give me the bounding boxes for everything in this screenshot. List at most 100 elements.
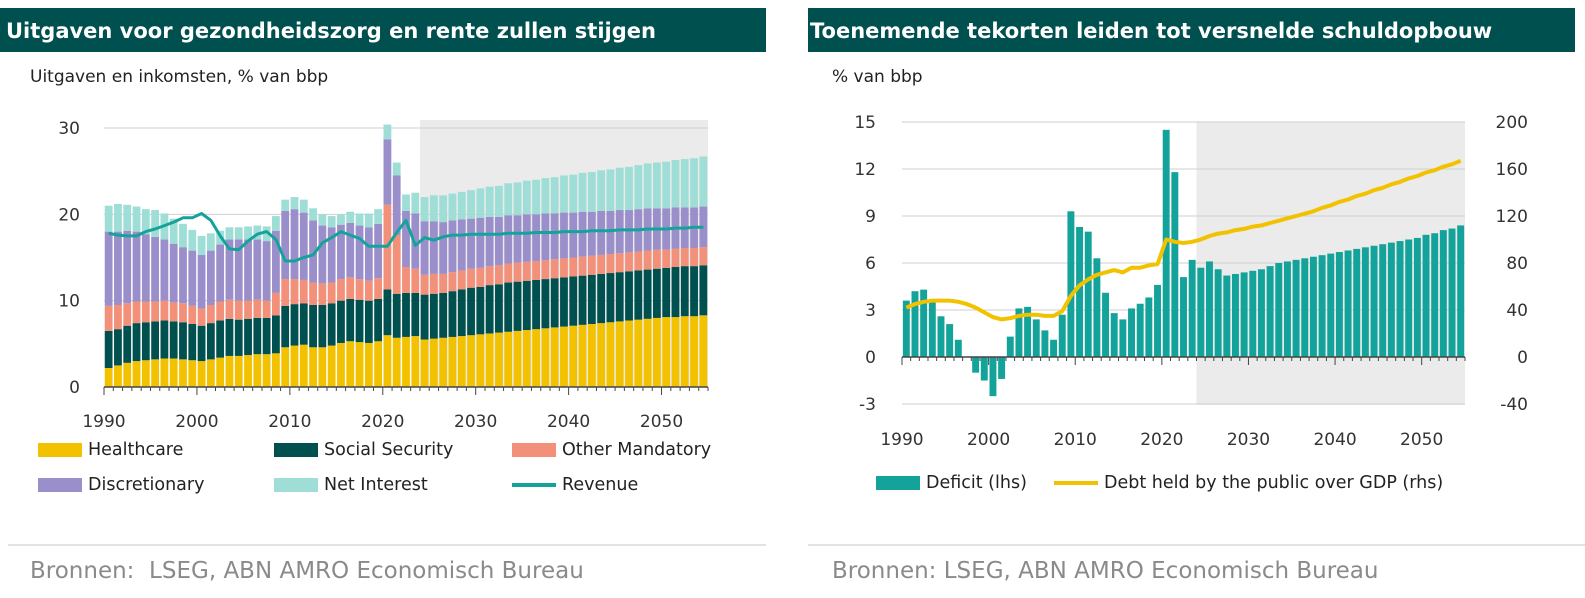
bar-social-security	[244, 318, 252, 356]
bar-social-security	[132, 323, 141, 362]
bar-net-interest	[541, 178, 550, 214]
bar-deficit	[1361, 247, 1369, 357]
bar-other-mandatory	[522, 261, 531, 281]
bar-deficit	[902, 300, 910, 357]
bar-other-mandatory	[625, 252, 633, 272]
bar-healthcare	[606, 322, 615, 387]
bar-healthcare	[272, 353, 280, 387]
bar-social-security	[179, 322, 187, 360]
bar-discretionary	[169, 243, 178, 303]
bar-deficit	[972, 357, 980, 373]
y-tick-label: -3	[859, 395, 876, 415]
bar-discretionary	[281, 210, 290, 280]
bar-healthcare	[690, 316, 698, 387]
bar-net-interest	[578, 172, 587, 212]
right-chart-source: Bronnen: LSEG, ABN AMRO Economisch Burea…	[832, 558, 1379, 584]
bar-discretionary	[272, 230, 280, 293]
bar-social-security	[420, 294, 429, 340]
bar-other-mandatory	[244, 300, 252, 319]
bar-healthcare	[513, 330, 522, 387]
bar-discretionary	[132, 231, 141, 302]
bar-net-interest	[402, 194, 410, 211]
bar-healthcare	[662, 317, 671, 387]
bar-discretionary	[402, 210, 410, 267]
bar-other-mandatory	[132, 301, 141, 324]
bar-net-interest	[206, 233, 215, 251]
bar-deficit	[920, 289, 928, 357]
bar-social-security	[383, 289, 392, 336]
bar-other-mandatory	[662, 249, 671, 268]
bar-healthcare	[597, 323, 606, 387]
bar-healthcare	[522, 330, 531, 387]
bar-other-mandatory	[355, 279, 364, 300]
x-tick-label: 2000	[175, 412, 218, 432]
bar-social-security	[374, 298, 383, 342]
bar-healthcare	[578, 324, 587, 387]
bar-social-security	[299, 303, 308, 345]
y-tick-label: 10	[58, 292, 80, 312]
bar-social-security	[643, 269, 652, 319]
bar-net-interest	[652, 162, 661, 209]
bar-healthcare	[420, 339, 429, 387]
bar-social-security	[262, 317, 271, 355]
bar-healthcare	[337, 342, 345, 387]
bar-other-mandatory	[513, 262, 522, 282]
bar-other-mandatory	[402, 266, 410, 293]
bar-net-interest	[634, 165, 643, 210]
bar-net-interest	[318, 214, 327, 226]
bar-social-security	[290, 304, 299, 346]
bar-healthcare	[290, 345, 299, 387]
bar-net-interest	[448, 193, 457, 221]
bar-discretionary	[225, 239, 234, 300]
legend-swatch	[38, 478, 82, 492]
bar-discretionary	[578, 211, 587, 257]
bar-discretionary	[457, 219, 466, 271]
bar-social-security	[457, 289, 466, 337]
bar-other-mandatory	[476, 267, 485, 287]
bar-other-mandatory	[606, 254, 615, 274]
bar-other-mandatory	[114, 304, 122, 330]
bar-social-security	[188, 323, 197, 361]
bar-net-interest	[625, 166, 633, 211]
bar-social-security	[309, 304, 317, 348]
bar-social-security	[114, 329, 122, 366]
bar-net-interest	[429, 195, 438, 222]
bar-net-interest	[114, 203, 122, 232]
bar-social-security	[123, 325, 132, 363]
bar-social-security	[541, 279, 550, 329]
bar-net-interest	[662, 161, 671, 209]
bar-discretionary	[244, 239, 252, 301]
bar-healthcare	[309, 347, 317, 387]
bar-healthcare	[364, 342, 373, 387]
bar-healthcare	[206, 359, 215, 387]
bar-deficit	[1223, 275, 1231, 357]
bar-social-security	[281, 305, 290, 348]
legend-label: Social Security	[324, 440, 454, 460]
bar-net-interest	[244, 226, 252, 240]
bar-social-security	[476, 286, 485, 335]
y-tick-label: 0	[865, 348, 876, 368]
bar-net-interest	[262, 226, 271, 242]
bar-discretionary	[420, 221, 429, 275]
bar-discretionary	[597, 210, 606, 255]
bar-discretionary	[123, 230, 132, 304]
bar-social-security	[253, 317, 262, 355]
bar-discretionary	[448, 220, 457, 273]
bar-social-security	[625, 271, 633, 321]
bar-deficit	[1257, 269, 1265, 357]
bar-other-mandatory	[169, 302, 178, 322]
legend-label: Debt held by the public over GDP (rhs)	[1104, 473, 1444, 493]
bar-discretionary	[234, 239, 243, 301]
bar-net-interest	[188, 229, 197, 251]
right-chart-title: Toenemende tekorten leiden tot versnelde…	[808, 8, 1575, 52]
bar-discretionary	[439, 222, 448, 274]
bar-healthcare	[244, 355, 252, 387]
bar-other-mandatory	[299, 279, 308, 304]
bar-healthcare	[216, 357, 225, 387]
bar-discretionary	[206, 250, 215, 305]
bar-other-mandatory	[225, 299, 234, 319]
bar-discretionary	[337, 224, 345, 280]
bar-deficit	[1379, 244, 1387, 357]
bar-social-security	[587, 274, 596, 324]
